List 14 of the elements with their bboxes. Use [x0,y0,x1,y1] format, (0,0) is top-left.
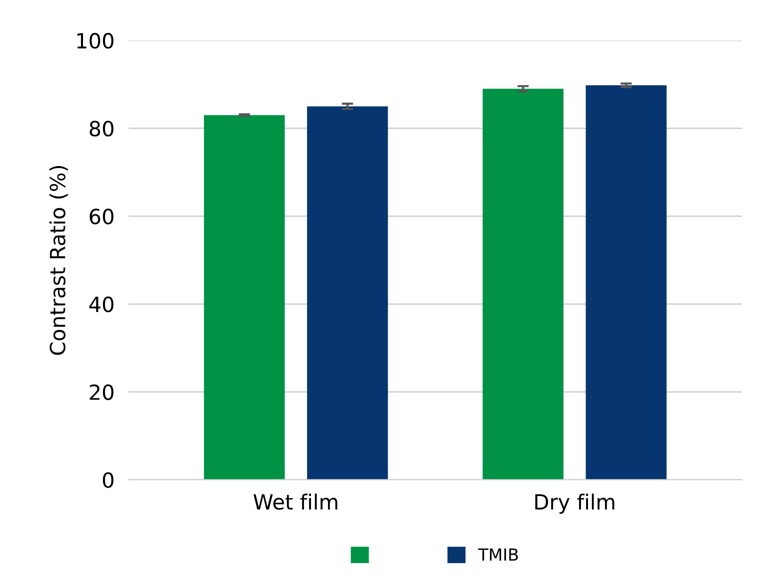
bar [204,115,285,480]
bar [586,85,667,480]
x-tick-label: Dry film [535,494,614,514]
bar [307,106,388,480]
x-tick-label: Wet film [254,494,338,510]
y-tick-label: 20 [90,384,114,400]
y-axis-title: Contrast Ratio (%) [49,166,68,355]
bar [482,88,564,480]
legend-label: TMIB [478,548,518,561]
y-tick-label: 0 [102,472,114,488]
y-tick-label: 60 [90,208,114,224]
y-tick-label: 40 [89,296,114,312]
y-tick-label: 80 [90,120,114,137]
y-tick-label: 100 [77,32,114,49]
